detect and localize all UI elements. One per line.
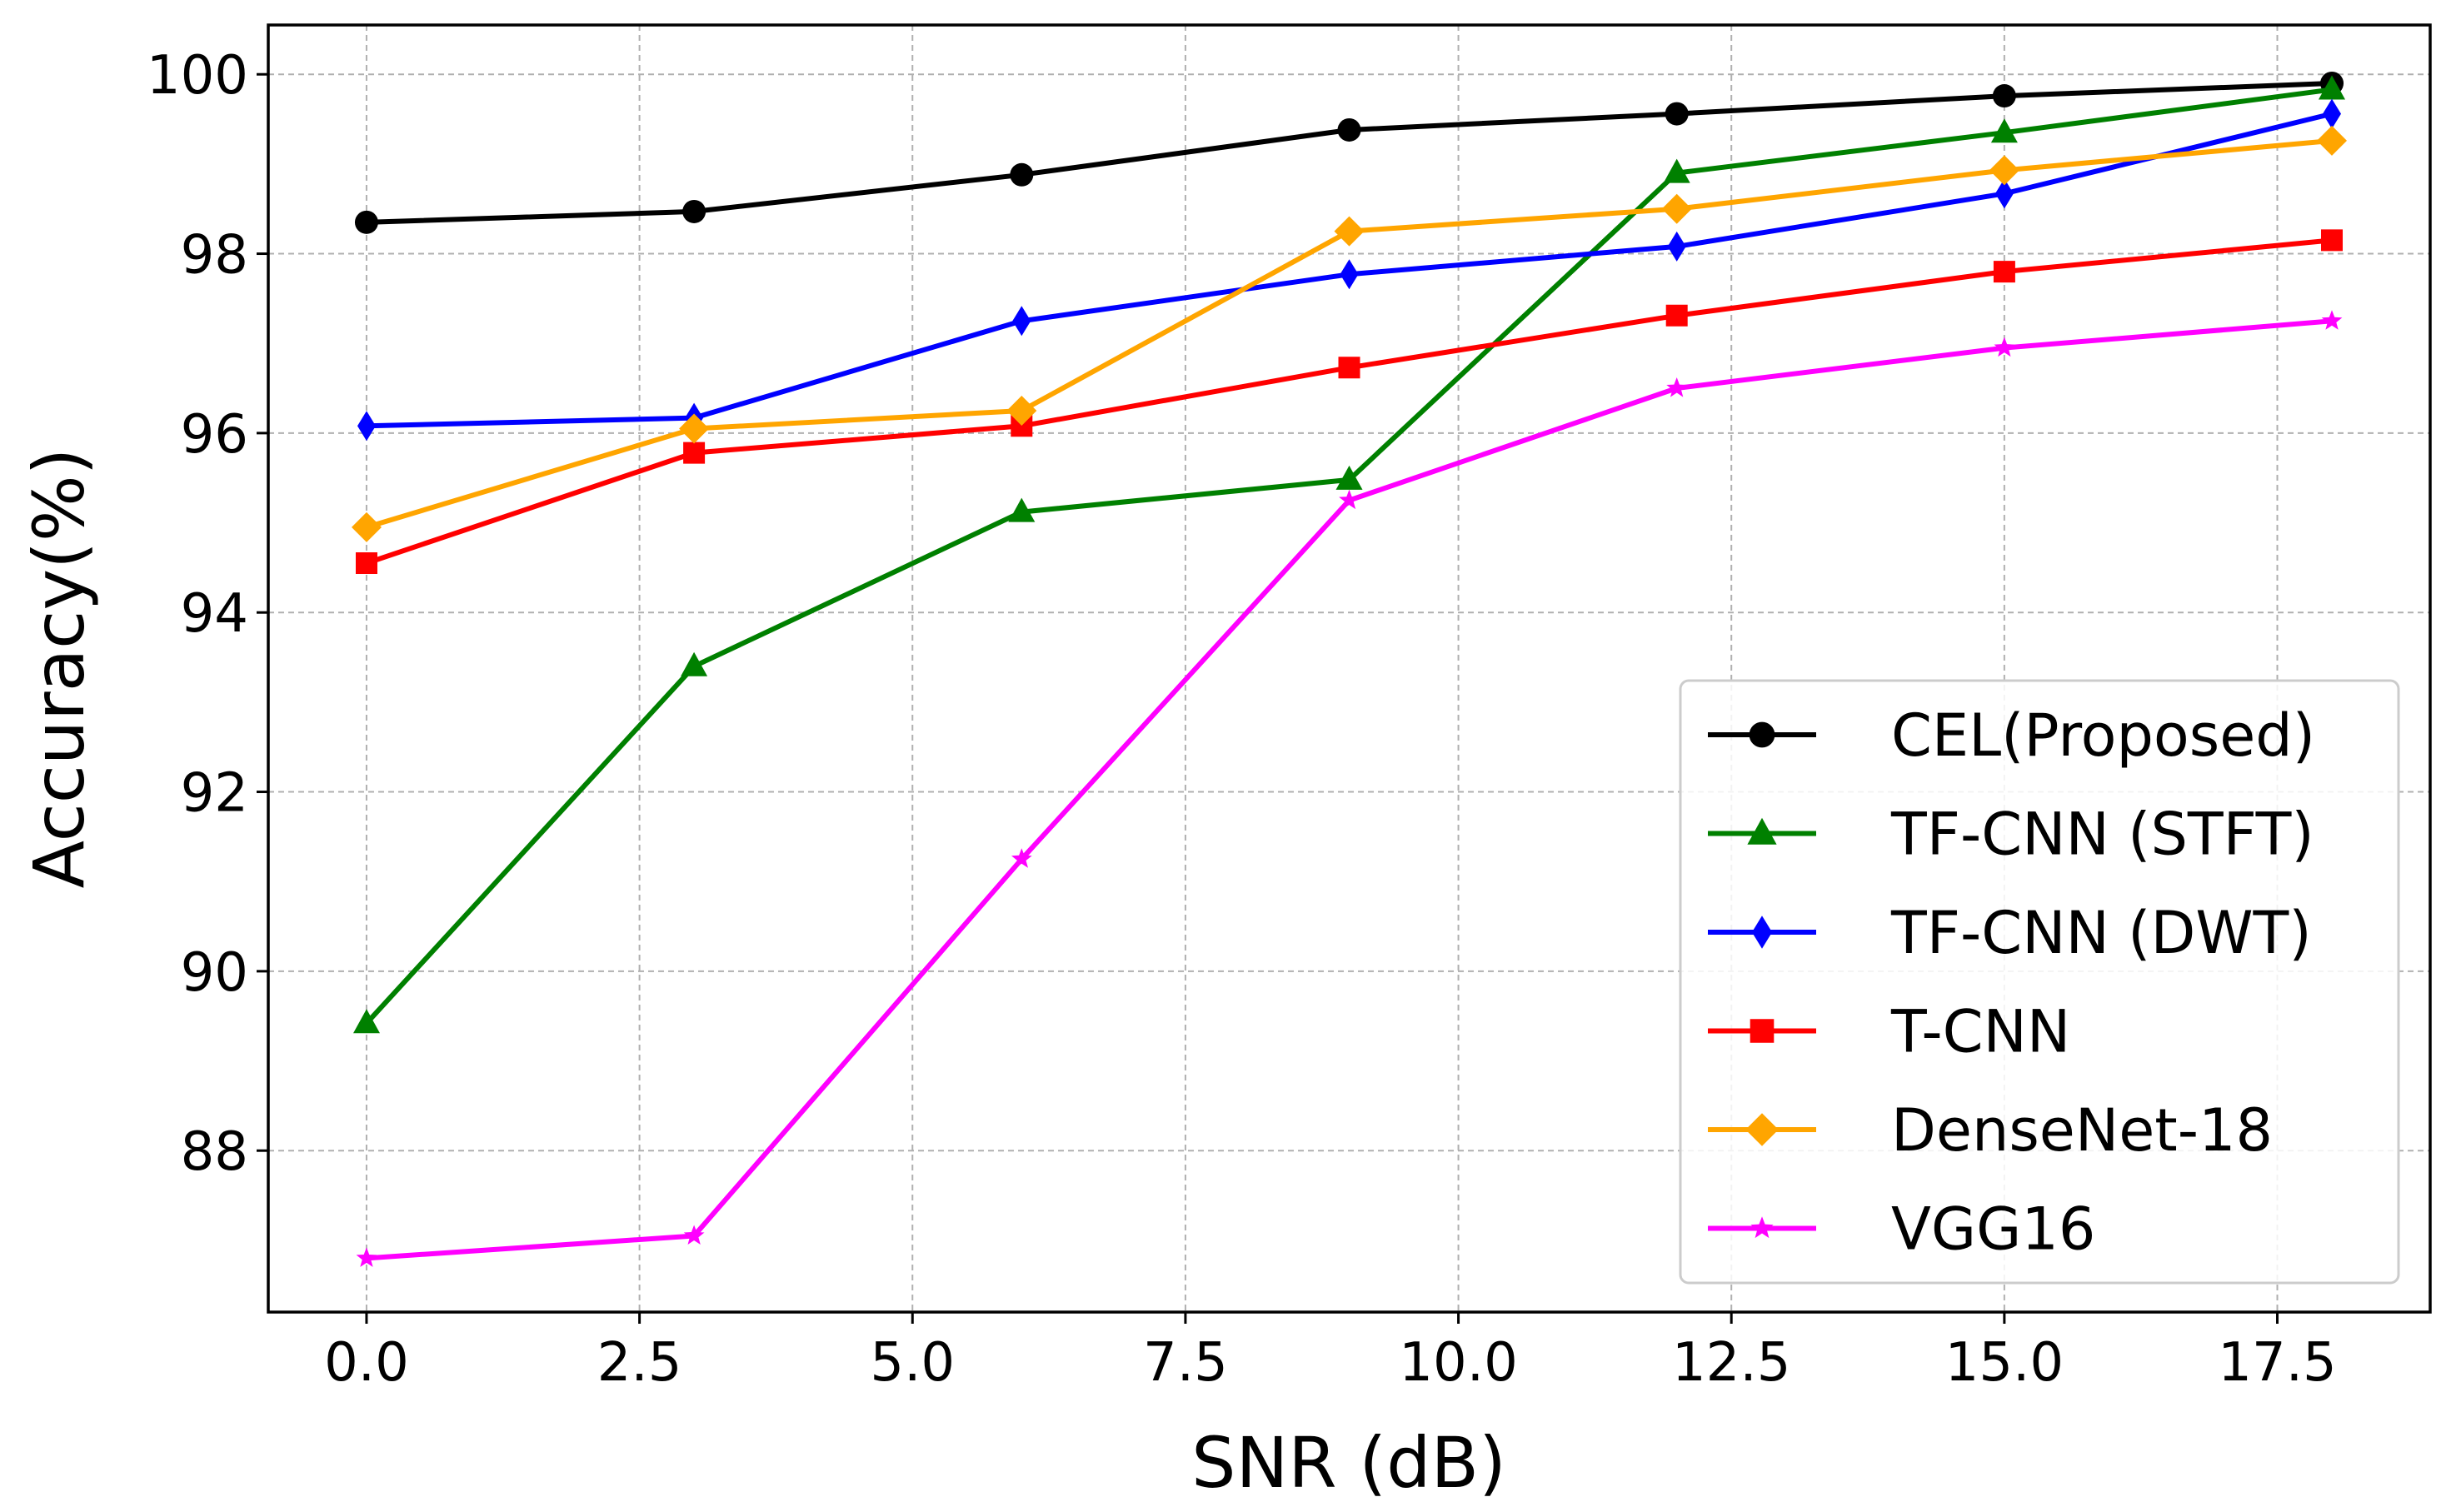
x-tick-label: 7.5 <box>1143 1332 1228 1394</box>
data-point <box>1992 84 2016 108</box>
data-point <box>1338 357 1360 379</box>
data-point <box>682 199 706 223</box>
x-tick-label: 15.0 <box>1945 1332 2064 1394</box>
series-vgg16 <box>356 310 2343 1267</box>
series-tf-cnn-stft <box>353 75 2345 1034</box>
data-point <box>1665 304 1688 327</box>
data-point <box>1339 489 1360 510</box>
data-point <box>1334 216 1365 247</box>
data-point <box>2321 229 2343 252</box>
data-point <box>356 552 377 574</box>
y-tick-label: 100 <box>147 45 248 107</box>
data-point <box>683 442 706 464</box>
data-point <box>1989 155 2019 186</box>
data-point <box>354 210 378 234</box>
x-axis-title: SNR (dB) <box>1191 1422 1506 1504</box>
data-point <box>1994 178 2014 209</box>
legend-label: T-CNN <box>1890 998 2070 1066</box>
data-point <box>683 1225 705 1245</box>
x-tick-label: 17.5 <box>2218 1332 2337 1394</box>
data-point <box>1011 415 1033 437</box>
data-point <box>1663 158 1690 183</box>
data-point <box>681 651 708 676</box>
legend-label: TF-CNN (DWT) <box>1890 899 2312 967</box>
series-densenet-18 <box>352 125 2347 542</box>
y-tick-label: 92 <box>181 763 248 825</box>
legend-item: TF-CNN (STFT) <box>1708 801 2314 869</box>
data-point <box>2321 310 2343 330</box>
x-tick-label: 12.5 <box>1672 1332 1791 1394</box>
y-tick-label: 98 <box>181 225 248 287</box>
series-group <box>352 71 2347 1267</box>
x-axis: 0.0 2.5 5.0 7.5 10.0 12.5 15.0 17.5 <box>324 1312 2337 1394</box>
y-axis-title: Accuracy(%) <box>18 448 100 889</box>
legend-item: TF-CNN (DWT) <box>1708 899 2312 967</box>
data-point <box>1010 162 1034 187</box>
data-point <box>357 411 376 442</box>
data-point <box>1340 259 1359 290</box>
data-point <box>356 1247 377 1267</box>
data-point <box>1990 118 2018 143</box>
legend-label: CEL(Proposed) <box>1891 701 2315 770</box>
data-point <box>2323 98 2341 129</box>
series-t-cnn <box>356 229 2343 574</box>
data-point <box>1337 117 1361 142</box>
star-marker <box>1750 1216 1774 1239</box>
triangle-marker <box>1747 817 1777 845</box>
x-tick-label: 10.0 <box>1399 1332 1518 1394</box>
data-point <box>2317 125 2347 156</box>
data-point <box>1011 848 1032 868</box>
circle-marker <box>1749 721 1775 748</box>
data-point <box>1012 306 1031 337</box>
y-tick-label: 88 <box>181 1121 248 1183</box>
legend: CEL(Proposed) TF-CNN (STFT) TF-CNN (DWT) T-… <box>1679 679 2400 1285</box>
data-point <box>352 511 382 542</box>
data-point <box>1993 261 2015 283</box>
x-tick-label: 5.0 <box>870 1332 955 1394</box>
data-point <box>1665 102 1689 126</box>
legend-label: TF-CNN (STFT) <box>1890 801 2314 869</box>
data-point <box>1008 497 1036 522</box>
data-point <box>1661 193 1692 224</box>
plot-frame <box>267 23 2432 1314</box>
legend-box <box>1679 679 2400 1285</box>
data-point <box>679 413 710 444</box>
y-tick-label: 90 <box>181 942 248 1004</box>
legend-item: DenseNet-18 <box>1708 1096 2273 1165</box>
thin-diamond-marker <box>1751 916 1773 949</box>
legend-item: T-CNN <box>1708 998 2070 1066</box>
data-point <box>1006 396 1037 426</box>
data-point <box>2319 75 2345 100</box>
legend-item: VGG16 <box>1708 1195 2095 1264</box>
x-tick-label: 2.5 <box>597 1332 682 1394</box>
data-point <box>1335 465 1363 490</box>
legend-label: VGG16 <box>1891 1195 2095 1264</box>
y-tick-label: 96 <box>181 404 248 466</box>
x-tick-label: 0.0 <box>324 1332 409 1394</box>
data-point <box>353 1009 380 1034</box>
y-axis: 88 90 92 94 96 98 100 <box>147 45 268 1183</box>
data-point <box>1666 377 1687 397</box>
legend-item: CEL(Proposed) <box>1708 701 2315 770</box>
y-tick-label: 94 <box>181 583 248 645</box>
data-point <box>1994 337 2015 357</box>
data-point <box>1667 231 1686 262</box>
square-marker <box>1750 1019 1775 1043</box>
legend-label: DenseNet-18 <box>1891 1096 2273 1165</box>
diamond-marker <box>1745 1113 1779 1146</box>
